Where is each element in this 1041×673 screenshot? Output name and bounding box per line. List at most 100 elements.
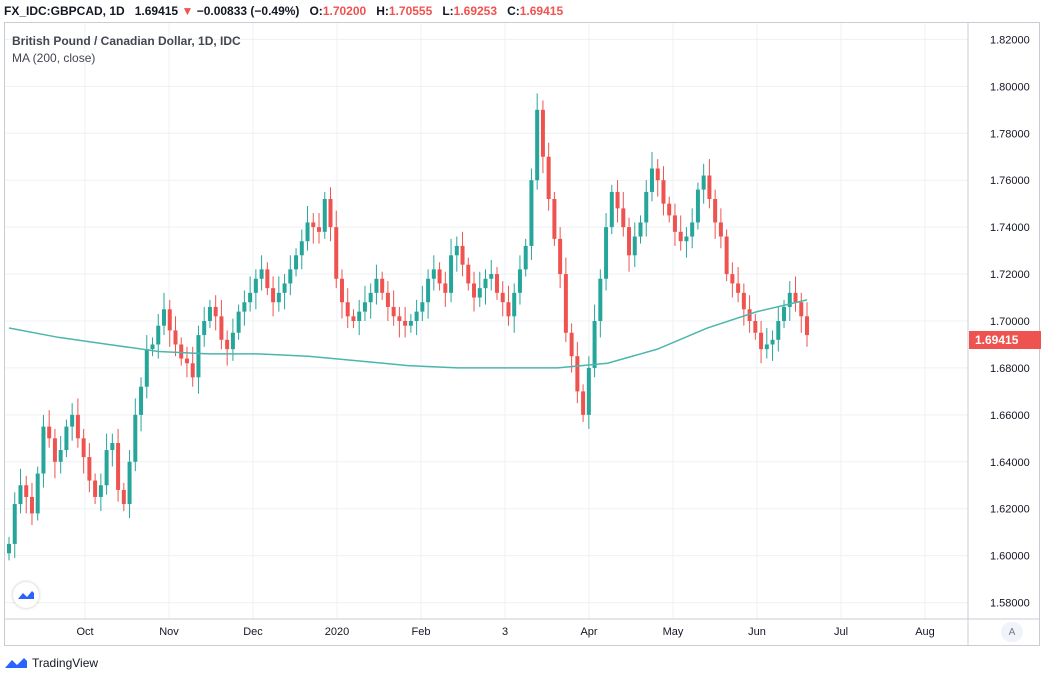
candle-body <box>678 231 683 242</box>
candle-body <box>87 457 92 481</box>
price-change: −0.00833 (−0.49%) <box>196 4 300 18</box>
candle-body <box>764 344 769 350</box>
open-label: O: <box>309 4 323 18</box>
candle-body <box>150 344 155 350</box>
chart-frame[interactable]: 1.82000 1.80000 1.78000 1.76000 1.74000 1.720… <box>4 22 1040 646</box>
candle-body <box>322 198 327 232</box>
candle-body <box>563 274 568 333</box>
x-tick-label: 3 <box>502 626 508 638</box>
candle-body <box>271 288 276 303</box>
candle-body <box>29 496 34 514</box>
candle-body <box>569 332 574 357</box>
candle-body <box>609 191 614 228</box>
candle-body <box>552 198 557 239</box>
candle-body <box>339 278 344 303</box>
candle-body <box>793 292 798 303</box>
candle-body <box>627 227 632 256</box>
candle-body <box>615 191 620 209</box>
candle-body <box>225 339 230 350</box>
auto-scale-button[interactable]: A <box>1001 622 1023 642</box>
candle-body <box>230 332 235 350</box>
candle-body <box>317 227 322 232</box>
candle-body <box>460 245 465 265</box>
candle-body <box>707 175 712 199</box>
candle-body <box>535 109 540 181</box>
candle-body <box>345 302 350 317</box>
candle-body <box>116 443 121 490</box>
candle-body <box>24 485 29 497</box>
candle-body <box>426 278 431 303</box>
candle-body <box>196 335 201 378</box>
symbol-name[interactable]: FX_IDC:GBPCAD, 1D <box>4 4 125 18</box>
candle-body <box>718 222 723 237</box>
candle-body <box>649 168 654 192</box>
candle-body <box>380 278 385 293</box>
candle-body <box>512 292 517 317</box>
candle-body <box>477 288 482 298</box>
candle-body <box>598 278 603 321</box>
candle-body <box>299 241 304 256</box>
open-value: 1.70200 <box>322 4 367 18</box>
candle-body <box>517 269 522 293</box>
candle-body <box>265 269 270 289</box>
candle-body <box>362 302 367 312</box>
last-price-tag: 1.69415 <box>969 331 1041 349</box>
candle-body <box>466 264 471 284</box>
high-value: 1.70555 <box>388 4 433 18</box>
chart-title: British Pound / Canadian Dollar, 1D, IDC <box>12 34 241 48</box>
ma-indicator-label[interactable]: MA (200, close) <box>12 51 96 65</box>
candle-body <box>523 245 528 270</box>
candle-body <box>276 292 281 303</box>
y-tick-label: 1.66000 <box>990 410 1030 422</box>
candle-body <box>121 489 126 505</box>
candle-body <box>81 438 86 458</box>
footer-brand[interactable]: TradingView <box>4 655 98 671</box>
candle-body <box>632 236 637 256</box>
tradingview-logo-button[interactable] <box>13 582 39 608</box>
candle-body <box>173 330 178 345</box>
candle-body <box>604 227 609 279</box>
candle-body <box>747 309 752 321</box>
candle-body <box>558 238 563 275</box>
candle-body <box>207 306 212 321</box>
candle-body <box>575 356 580 392</box>
candle-body <box>35 473 40 514</box>
candle-body <box>736 283 741 293</box>
candle-body <box>638 222 643 237</box>
candle-body <box>253 278 258 293</box>
y-tick-label: 1.74000 <box>990 222 1030 234</box>
candle-body <box>431 269 436 279</box>
candle-body <box>7 543 11 554</box>
candlestick-chart[interactable]: 1.82000 1.80000 1.78000 1.76000 1.74000 1.720… <box>5 23 1039 645</box>
candle-body <box>667 203 672 216</box>
candle-body <box>12 504 17 544</box>
candle-body <box>403 321 408 326</box>
candle-body <box>294 255 299 270</box>
candle-body <box>104 450 109 486</box>
candle-body <box>162 309 167 326</box>
candle-body <box>127 461 132 505</box>
candle-body <box>41 426 46 474</box>
x-tick-label: Jun <box>748 626 766 638</box>
candle-body <box>586 367 591 415</box>
candle-body <box>98 485 103 497</box>
candle-body <box>242 302 247 312</box>
x-tick-label: Apr <box>580 626 597 638</box>
candle-body <box>644 191 649 223</box>
candle-body <box>47 426 52 439</box>
candle-body <box>655 168 660 181</box>
candle-body <box>414 311 419 321</box>
candle-body <box>741 292 746 310</box>
candle-body <box>288 269 293 284</box>
candle-body <box>75 414 80 439</box>
x-tick-label: Feb <box>412 626 431 638</box>
candle-body <box>64 426 69 451</box>
candle-body <box>724 236 729 275</box>
candle-body <box>156 325 161 345</box>
y-tick-label: 1.68000 <box>990 363 1030 375</box>
candle-body <box>184 358 189 364</box>
candle-body <box>179 344 184 359</box>
x-tick-label: Jul <box>834 626 848 638</box>
y-tick-label: 1.76000 <box>990 175 1030 187</box>
candle-body <box>408 321 413 326</box>
